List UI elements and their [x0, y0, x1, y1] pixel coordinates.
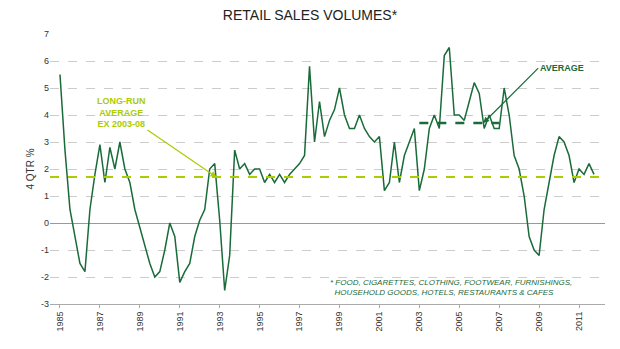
svg-text:2003: 2003 — [414, 312, 424, 332]
svg-text:2007: 2007 — [494, 312, 504, 332]
svg-text:LONG-RUNAVERAGEEX 2003-08: LONG-RUNAVERAGEEX 2003-08 — [97, 96, 146, 129]
svg-text:1991: 1991 — [175, 312, 185, 332]
svg-text:2009: 2009 — [534, 312, 544, 332]
svg-text:AVERAGE: AVERAGE — [540, 63, 584, 73]
svg-text:1: 1 — [44, 191, 49, 201]
svg-text:-3: -3 — [41, 299, 49, 309]
svg-text:* FOOD, CIGARETTES, CLOTHING,: * FOOD, CIGARETTES, CLOTHING, FOOTWEAR, … — [330, 278, 572, 297]
svg-text:1989: 1989 — [135, 312, 145, 332]
svg-text:0: 0 — [44, 218, 49, 228]
svg-text:2: 2 — [44, 164, 49, 174]
svg-text:6: 6 — [44, 56, 49, 66]
svg-text:1985: 1985 — [55, 312, 65, 332]
svg-text:4 QTR %: 4 QTR % — [25, 148, 36, 189]
svg-text:1987: 1987 — [95, 312, 105, 332]
svg-text:-1: -1 — [41, 245, 49, 255]
svg-text:7: 7 — [44, 29, 49, 39]
svg-text:1999: 1999 — [334, 312, 344, 332]
svg-text:5: 5 — [44, 83, 49, 93]
svg-text:1993: 1993 — [215, 312, 225, 332]
svg-text:4: 4 — [44, 110, 49, 120]
svg-text:2001: 2001 — [374, 312, 384, 332]
svg-text:1995: 1995 — [255, 312, 265, 332]
svg-text:3: 3 — [44, 137, 49, 147]
svg-text:2005: 2005 — [454, 312, 464, 332]
svg-text:-2: -2 — [41, 272, 49, 282]
svg-text:2011: 2011 — [574, 312, 584, 331]
svg-text:1997: 1997 — [294, 312, 304, 332]
svg-text:RETAIL SALES VOLUMES*: RETAIL SALES VOLUMES* — [223, 7, 398, 23]
